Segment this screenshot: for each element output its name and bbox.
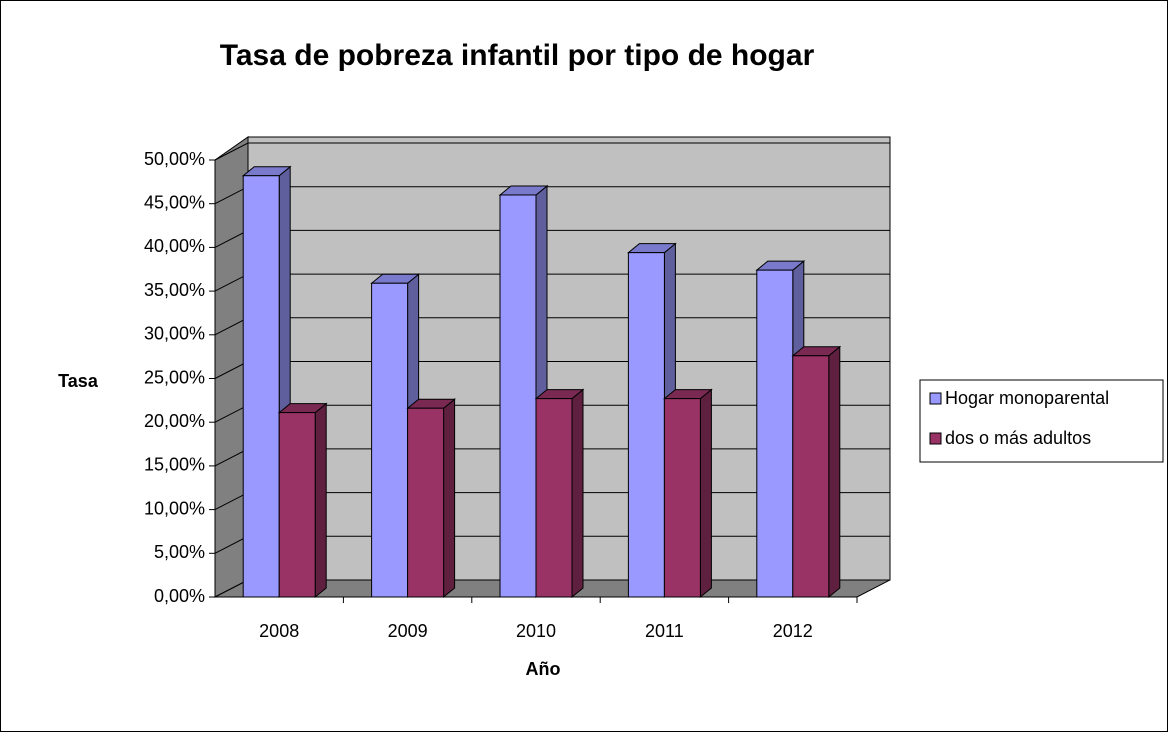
- y-tick-label: 15,00%: [144, 455, 205, 475]
- bar: [499, 194, 537, 598]
- bar: [278, 412, 316, 598]
- bar-side: [443, 398, 456, 599]
- bar: [535, 398, 573, 598]
- bar: [627, 252, 665, 598]
- x-tick-label: 2011: [645, 621, 684, 641]
- bar: [407, 407, 445, 598]
- legend-label: dos o más adultos: [945, 428, 1091, 448]
- bar: [756, 269, 794, 598]
- bar-side: [571, 388, 584, 599]
- y-axis-label: Tasa: [58, 371, 99, 391]
- x-tick-label: 2009: [388, 621, 428, 641]
- bar-side: [699, 388, 712, 599]
- x-tick-label: 2008: [259, 621, 299, 641]
- y-tick-label: 35,00%: [144, 280, 205, 300]
- legend: [919, 379, 1164, 463]
- y-tick-label: 5,00%: [154, 542, 205, 562]
- y-tick-label: 50,00%: [144, 149, 205, 169]
- legend-label: Hogar monoparental: [945, 388, 1109, 408]
- y-tick-label: 40,00%: [144, 236, 205, 256]
- y-tick-label: 25,00%: [144, 367, 205, 387]
- y-tick-label: 20,00%: [144, 411, 205, 431]
- bar: [242, 175, 280, 598]
- legend-swatch: [929, 432, 942, 445]
- legend-swatch: [929, 392, 942, 405]
- x-tick-label: 2010: [516, 621, 556, 641]
- y-tick-label: 10,00%: [144, 498, 205, 518]
- grid-line: [214, 142, 890, 161]
- y-tick-label: 45,00%: [144, 192, 205, 212]
- bar-side: [314, 402, 327, 599]
- y-tick-label: 30,00%: [144, 324, 205, 344]
- chart-title: Tasa de pobreza infantil por tipo de hog…: [220, 39, 815, 72]
- y-tick-label: 0,00%: [154, 586, 205, 606]
- x-tick-label: 2012: [773, 621, 813, 641]
- x-axis-label: Año: [526, 659, 561, 679]
- bar: [663, 398, 701, 598]
- bar-side: [828, 345, 841, 599]
- bar: [792, 355, 830, 598]
- bar: [371, 282, 409, 598]
